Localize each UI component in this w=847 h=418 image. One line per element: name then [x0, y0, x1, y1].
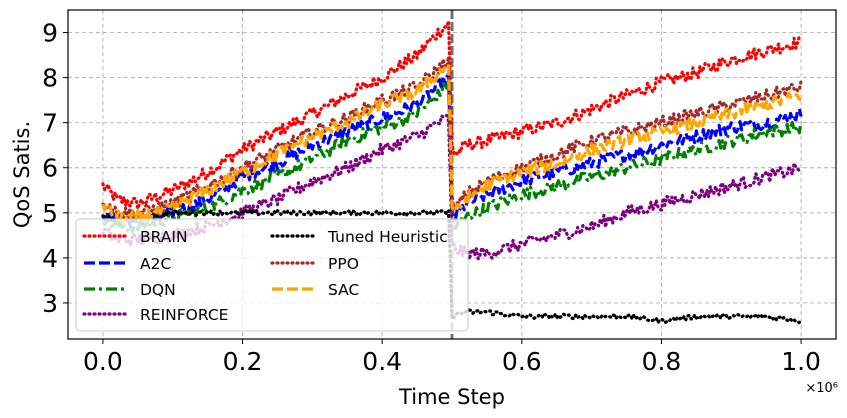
y-tick-label: 9	[42, 19, 58, 48]
legend-label: A2C	[140, 255, 171, 273]
x-tick-label: 0.6	[502, 347, 542, 376]
legend-box	[75, 218, 469, 332]
y-tick-label: 5	[42, 199, 58, 228]
x-axis-offset-label: ×10⁶	[805, 381, 838, 396]
legend-label: PPO	[328, 255, 359, 273]
ticks-group: 0.0 0.2 0.4 0.6 0.8 1.0 3 4 5 6 7 8 9	[42, 19, 821, 376]
legend-label: SAC	[328, 281, 359, 299]
y-axis-label: QoS Satis.	[10, 121, 34, 228]
legend-label: BRAIN	[140, 228, 188, 246]
y-tick-label: 7	[42, 109, 58, 138]
y-tick-label: 4	[42, 244, 58, 273]
series-line-dqn	[101, 81, 803, 234]
legend-label: Tuned Heuristic	[327, 228, 448, 246]
plot-frame	[67, 9, 837, 340]
series-line-sac	[101, 62, 802, 225]
x-tick-label: 0.2	[223, 347, 263, 376]
y-tick-label: 8	[42, 64, 58, 93]
x-tick-label: 0.4	[362, 347, 402, 376]
x-tick-label: 0.0	[83, 347, 123, 376]
x-tick-label: 0.8	[642, 347, 682, 376]
legend-label: DQN	[140, 281, 176, 299]
series-line-tuned-heuristic	[101, 209, 803, 325]
legend: BRAIN A2C DQN REINFORCE Tuned Heuristic PPO SA…	[75, 218, 469, 332]
series-group	[101, 19, 803, 325]
y-tick-label: 6	[42, 154, 58, 183]
x-tick-label: 1.0	[781, 347, 821, 376]
legend-label: REINFORCE	[140, 306, 228, 324]
y-tick-label: 3	[42, 289, 58, 318]
x-axis-label: Time Step	[398, 385, 505, 409]
